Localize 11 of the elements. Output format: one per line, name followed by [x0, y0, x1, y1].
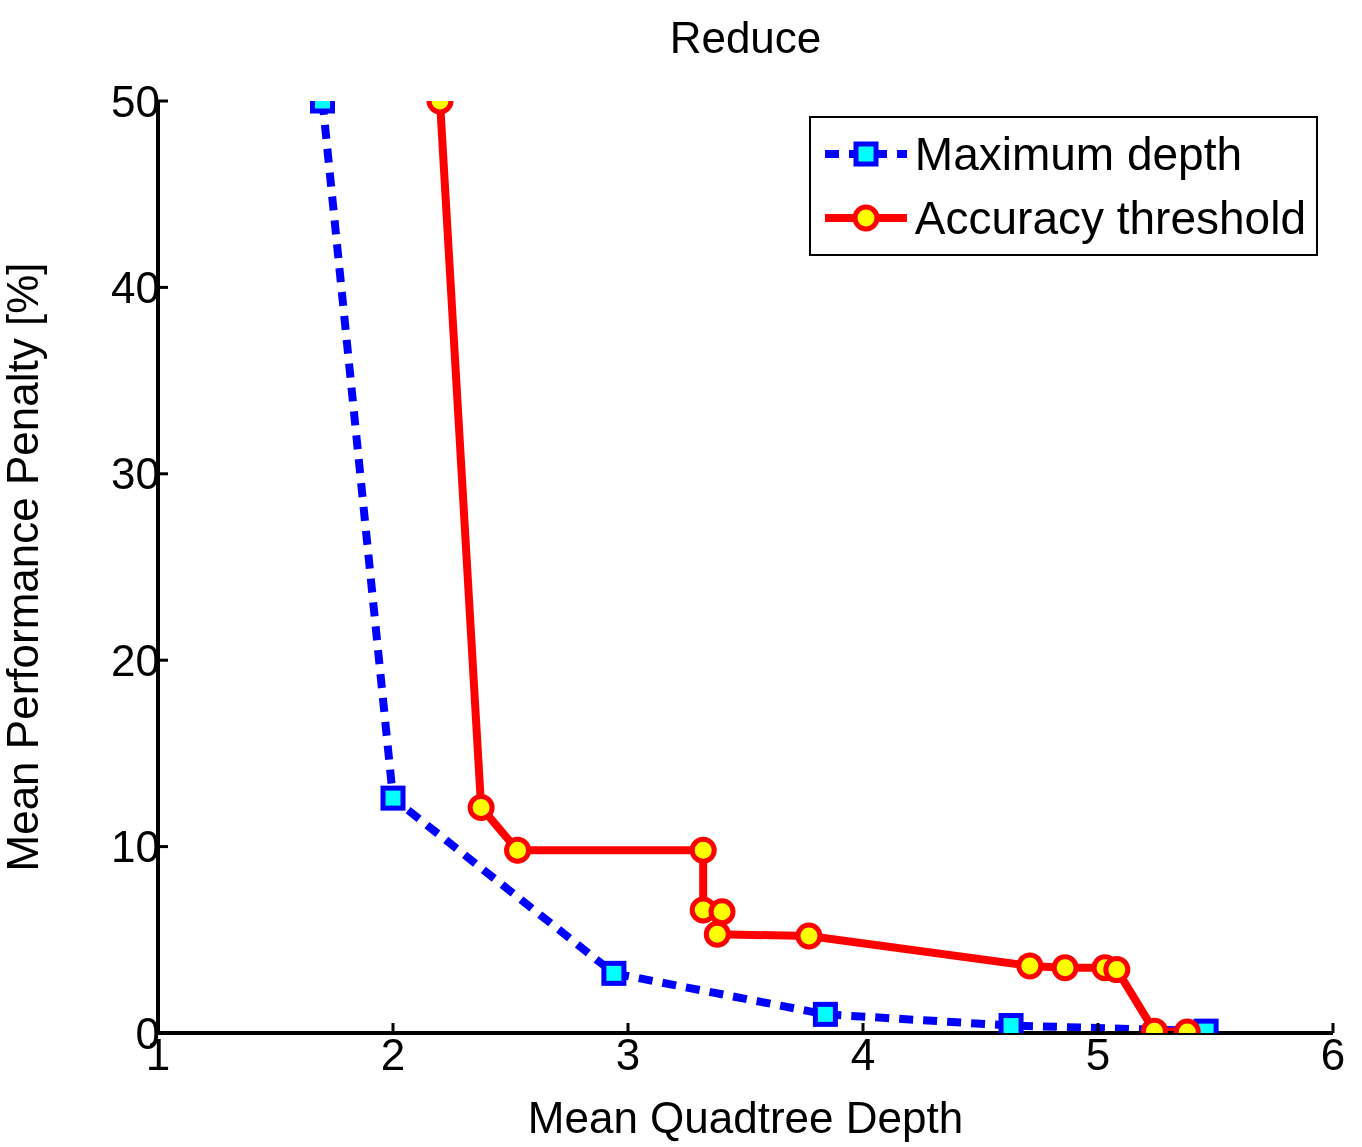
x-tick-label: 3 [615, 1030, 641, 1080]
x-tick-label: 6 [1320, 1030, 1346, 1080]
x-tick-label: 4 [850, 1030, 876, 1080]
legend-label: Maximum depth [914, 127, 1243, 181]
y-tick-label: 50 [111, 76, 160, 126]
x-axis-title: Mean Quadtree Depth [526, 1093, 965, 1143]
chart-title: Reduce [668, 13, 823, 63]
legend-label: Accuracy threshold [914, 191, 1306, 245]
x-tick-label: 2 [380, 1030, 406, 1080]
y-axis-title: Mean Performance Penalty [%] [0, 262, 48, 872]
x-tick-label: 5 [1085, 1030, 1111, 1080]
